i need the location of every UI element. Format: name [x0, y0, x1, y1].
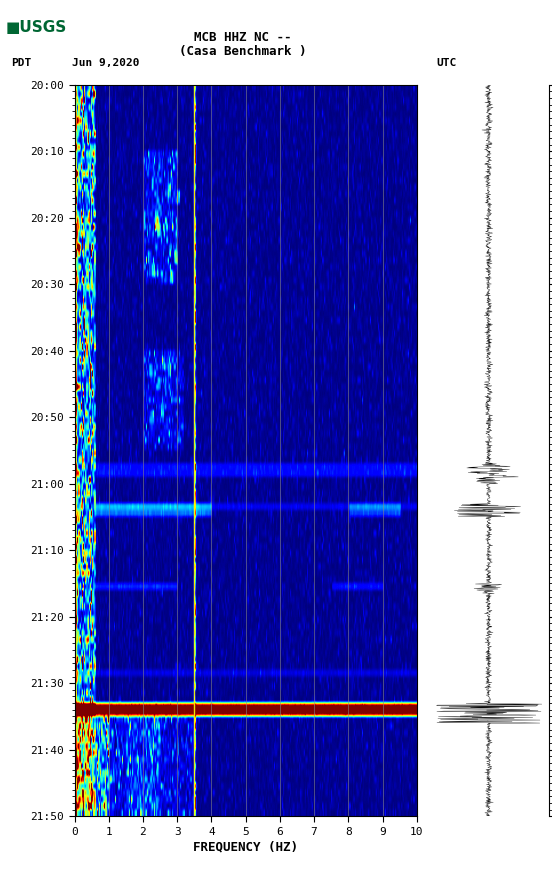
Text: MCB HHZ NC --: MCB HHZ NC --: [194, 31, 291, 45]
X-axis label: FREQUENCY (HZ): FREQUENCY (HZ): [193, 841, 298, 854]
Text: Jun 9,2020: Jun 9,2020: [72, 58, 139, 68]
Text: UTC: UTC: [436, 58, 457, 68]
Text: (Casa Benchmark ): (Casa Benchmark ): [179, 45, 306, 58]
Text: PDT: PDT: [11, 58, 31, 68]
Text: ■USGS: ■USGS: [6, 20, 67, 35]
